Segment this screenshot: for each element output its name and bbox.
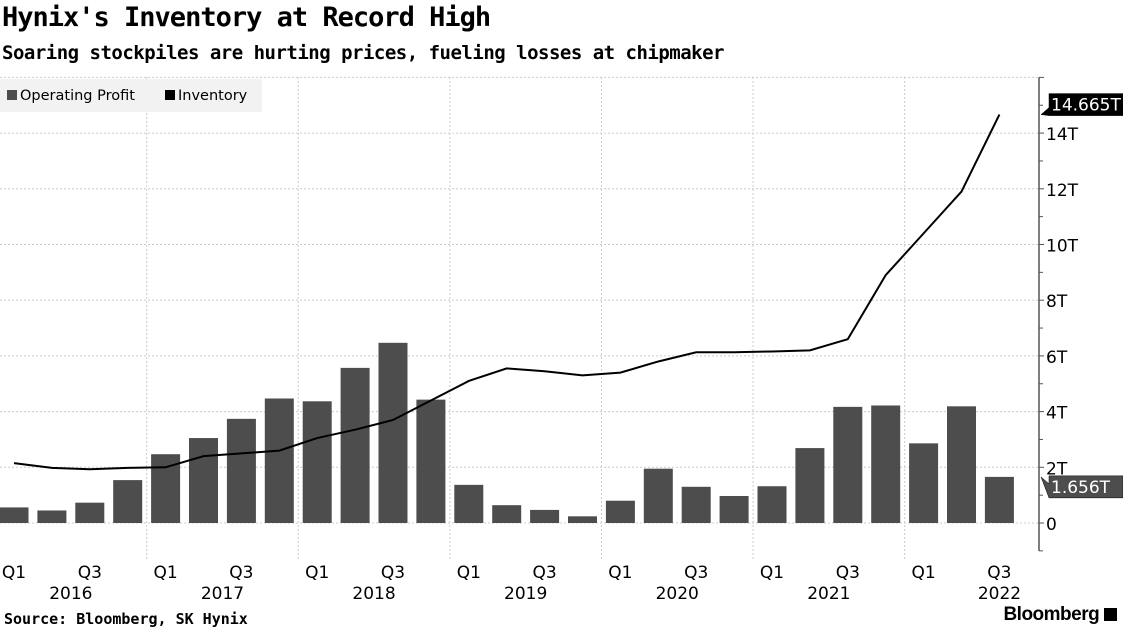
x-year-label: 2019 xyxy=(504,584,547,604)
y-tick-label: 0 xyxy=(1046,515,1057,535)
source-note: Source: Bloomberg, SK Hynix xyxy=(4,610,248,628)
operating-profit-bar xyxy=(75,502,105,523)
inventory-last-value-tag xyxy=(1040,93,1123,116)
x-tick-label: Q3 xyxy=(987,563,1011,583)
operating-profit-bar xyxy=(151,454,181,523)
inventory-last-value-label: 14.665T xyxy=(1051,96,1121,116)
x-year-label: 2016 xyxy=(49,584,92,604)
legend-swatch-operating-profit xyxy=(7,90,17,100)
operating-profit-bar xyxy=(909,443,939,523)
legend-label-inventory: Inventory xyxy=(178,88,248,104)
chart-subtitle: Soaring stockpiles are hurting prices, f… xyxy=(2,42,724,64)
operating-profit-bar xyxy=(0,507,29,523)
operating-profit-bar xyxy=(302,401,332,523)
x-tick-label: Q1 xyxy=(760,563,784,583)
operating-profit-bar xyxy=(226,418,256,523)
operating-profit-bar xyxy=(189,438,218,523)
x-tick-label: Q1 xyxy=(608,563,632,583)
operating-profit-bar xyxy=(871,405,901,523)
x-tick-label: Q1 xyxy=(153,563,177,583)
chart-title: Hynix's Inventory at Record High xyxy=(2,2,491,33)
inventory-line xyxy=(13,114,1001,471)
chart-icon xyxy=(1104,608,1117,621)
x-tick-label: Q1 xyxy=(911,563,935,583)
x-tick-label: Q3 xyxy=(229,563,253,583)
operating-profit-last-value-label: 1.656T xyxy=(1051,478,1111,498)
y-tick-label: 2T xyxy=(1046,459,1068,479)
operating-profit-bar xyxy=(984,476,1014,523)
operating-profit-bar xyxy=(264,398,294,523)
x-tick-label: Q3 xyxy=(381,563,405,583)
y-tick-label: 6T xyxy=(1046,348,1068,368)
operating-profit-last-value-tag xyxy=(1040,475,1123,499)
operating-profit-bar xyxy=(833,406,863,523)
y-tick-label: 8T xyxy=(1046,292,1068,312)
brand-text: Bloomberg xyxy=(1003,604,1100,625)
legend-swatch-inventory xyxy=(165,90,175,100)
x-year-label: 2020 xyxy=(656,584,699,604)
operating-profit-bar xyxy=(757,486,787,523)
operating-profit-bar xyxy=(113,480,143,523)
x-tick-label: Q3 xyxy=(684,563,708,583)
x-year-label: 2022 xyxy=(978,584,1021,604)
x-tick-label: Q1 xyxy=(2,563,26,583)
x-year-label: 2018 xyxy=(352,584,395,604)
operating-profit-bar xyxy=(530,509,560,523)
operating-profit-bar xyxy=(416,399,446,523)
operating-profit-bar xyxy=(378,342,408,523)
x-tick-label: Q1 xyxy=(305,563,329,583)
legend-box xyxy=(0,79,262,112)
operating-profit-bar xyxy=(947,406,976,523)
x-tick-label: Q3 xyxy=(532,563,556,583)
operating-profit-bar xyxy=(605,500,635,523)
operating-profit-bar xyxy=(681,486,711,523)
operating-profit-bar xyxy=(719,495,749,523)
operating-profit-bar xyxy=(568,516,597,523)
y-tick-label: 4T xyxy=(1046,404,1068,424)
x-tick-label: Q1 xyxy=(457,563,481,583)
y-tick-label: 14T xyxy=(1046,125,1079,145)
x-year-label: 2017 xyxy=(201,584,244,604)
operating-profit-bar xyxy=(795,448,825,523)
x-tick-label: Q3 xyxy=(78,563,102,583)
operating-profit-bar xyxy=(492,505,522,523)
x-tick-label: Q3 xyxy=(836,563,860,583)
operating-profit-bar xyxy=(340,367,370,523)
operating-profit-bar xyxy=(37,510,67,523)
legend-label-operating-profit: Operating Profit xyxy=(20,88,135,104)
y-tick-label: 10T xyxy=(1046,237,1079,257)
operating-profit-bar xyxy=(643,468,673,523)
bloomberg-logo: Bloomberg xyxy=(1003,604,1117,626)
operating-profit-bar xyxy=(454,484,484,523)
y-tick-label: 12T xyxy=(1046,181,1079,201)
x-year-label: 2021 xyxy=(807,584,850,604)
